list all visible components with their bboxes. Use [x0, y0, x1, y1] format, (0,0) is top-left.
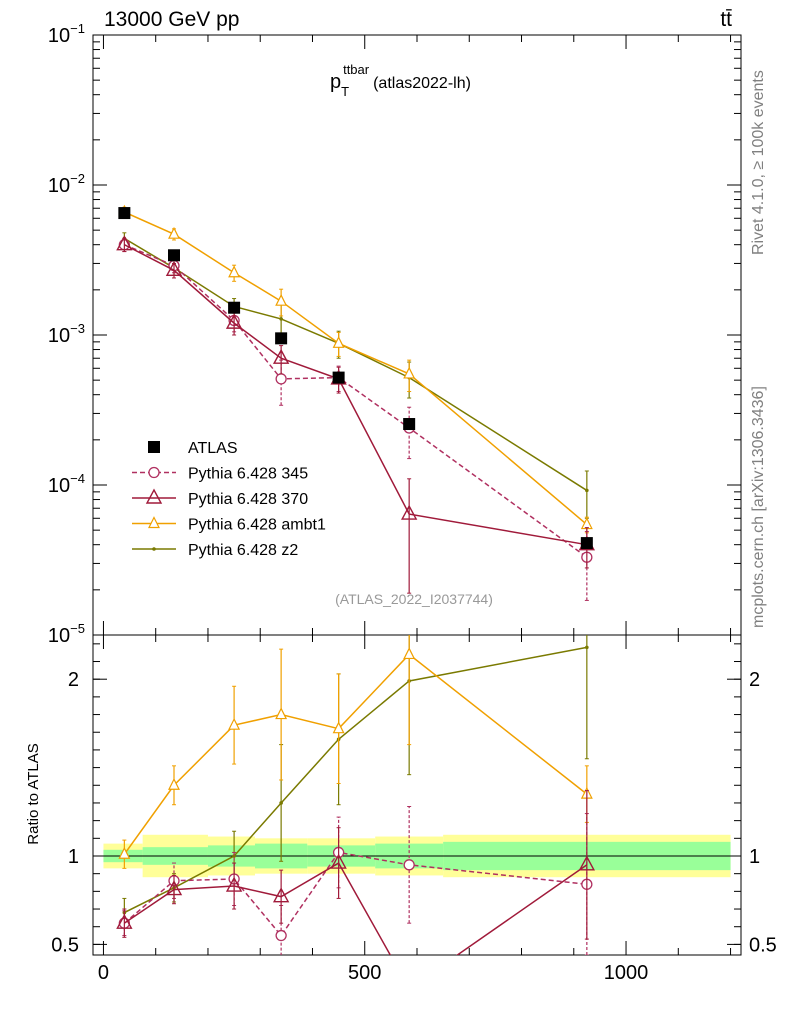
series-atlas [118, 207, 593, 550]
ratio-frame [92, 634, 742, 956]
series-line [124, 243, 588, 558]
ratio-point [403, 859, 415, 871]
data-point [168, 249, 180, 262]
ratio-point [275, 707, 288, 720]
legend-item: ATLAS [148, 440, 238, 457]
legend: ATLAS Pythia 6.428 345 Pythia 6.428 370 Pyt… [132, 440, 326, 559]
plot-title-main: p [330, 71, 341, 93]
legend-marker [148, 516, 160, 529]
side-label-top: Rivet 4.1.0, ≥ 100k events [750, 70, 767, 255]
data-point [400, 504, 418, 520]
data-point [332, 335, 345, 348]
data-point [332, 371, 345, 384]
data-point [403, 366, 416, 379]
ratio-tick-label-right: 1 [749, 846, 760, 868]
ratio-point [228, 717, 241, 730]
legend-marker [148, 441, 160, 453]
top-panel: 10−1 10−2 10−3 10−4 10−5 [48, 21, 742, 647]
data-point [403, 418, 416, 431]
x-tick-label: 500 [348, 962, 381, 984]
data-point [116, 235, 133, 251]
analysis-label: (ATLAS_2022_I2037744) [335, 591, 493, 607]
ratio-point [225, 876, 243, 892]
ratio-point [402, 981, 416, 994]
legend-marker [148, 466, 160, 479]
data-point [279, 317, 283, 321]
data-point [228, 301, 241, 314]
side-label-bottom: mcplots.cern.ch [arXiv:1306.3436] [750, 386, 767, 628]
ratio-series [116, 635, 596, 994]
plot-title: pTttbar(atlas2022-lh) [330, 62, 471, 99]
ratio-point [232, 854, 236, 858]
legend-item: Pythia 6.428 ambt1 [132, 516, 326, 534]
data-point [272, 348, 290, 364]
ratio-point [403, 647, 416, 660]
data-point [580, 517, 593, 530]
ratio-tick-label-right: 0.5 [749, 934, 777, 956]
top-series [116, 204, 596, 601]
series-pythia-6-428-ambt1 [118, 204, 593, 534]
ratio-point [279, 801, 283, 805]
data-point [228, 265, 241, 278]
ratio-tick-label-left: 1 [68, 846, 79, 868]
plot-title-suffix: (atlas2022-lh) [373, 75, 471, 92]
data-point [168, 226, 180, 239]
ratio-panel: 0 500 1000 0.5 0.5 1 1 2 2 [51, 634, 777, 994]
data-point [225, 313, 243, 329]
y-tick-label: 10−3 [48, 321, 85, 347]
ratio-point [332, 721, 345, 734]
legend-label: Pythia 6.428 345 [188, 466, 308, 483]
ratio-line [123, 653, 588, 855]
legend-item: Pythia 6.428 370 [132, 488, 308, 508]
ratio-point [578, 855, 596, 871]
ratio-point [272, 887, 290, 903]
legend-item: Pythia 6.428 345 [132, 466, 308, 483]
ratio-point [330, 853, 347, 869]
legend-item: Pythia 6.428 z2 [132, 542, 298, 559]
y-tick-label: 10−4 [48, 471, 85, 497]
header-left: 13000 GeV pp [104, 8, 239, 31]
data-point [118, 207, 131, 220]
ratio-tick-label-right: 2 [749, 669, 760, 691]
plot-title-sup: ttbar [343, 62, 370, 77]
ratio-pythia-6-428-370 [116, 790, 596, 994]
x-tick-label: 0 [98, 962, 109, 984]
series-pythia-6-428-370 [116, 235, 596, 594]
y-tick-label: 10−2 [48, 171, 85, 197]
legend-label: Pythia 6.428 z2 [188, 542, 298, 559]
ratio-tick-label-left: 2 [68, 669, 79, 691]
ratio-point [116, 913, 133, 929]
ratio-pythia-6-428-ambt1 [118, 635, 593, 869]
data-point [275, 373, 287, 385]
legend-marker [145, 488, 163, 504]
data-point [275, 332, 288, 345]
data-point [580, 537, 593, 550]
y-tick-label: 10−5 [48, 621, 85, 647]
ratio-tick-label-left: 0.5 [51, 934, 79, 956]
ratio-ylabel: Ratio to ATLAS [25, 743, 42, 844]
ratio-point [585, 645, 589, 650]
data-point [275, 293, 288, 306]
data-point [585, 488, 589, 493]
x-tick-label: 1000 [604, 962, 649, 984]
ratio-point [275, 929, 287, 942]
plot-title-sub: T [341, 84, 349, 99]
y-tick-label: 10−1 [48, 21, 85, 47]
legend-label: ATLAS [188, 440, 238, 457]
ratio-point [165, 880, 183, 896]
legend-label: Pythia 6.428 370 [188, 491, 308, 508]
ratio-point [118, 846, 131, 859]
ratio-pythia-6-428-345 [118, 805, 593, 955]
legend-marker [152, 547, 156, 551]
ratio-point [168, 777, 180, 790]
legend-label: Pythia 6.428 ambt1 [188, 517, 326, 534]
header-right: tt̄ [720, 8, 732, 31]
data-point [165, 260, 183, 276]
